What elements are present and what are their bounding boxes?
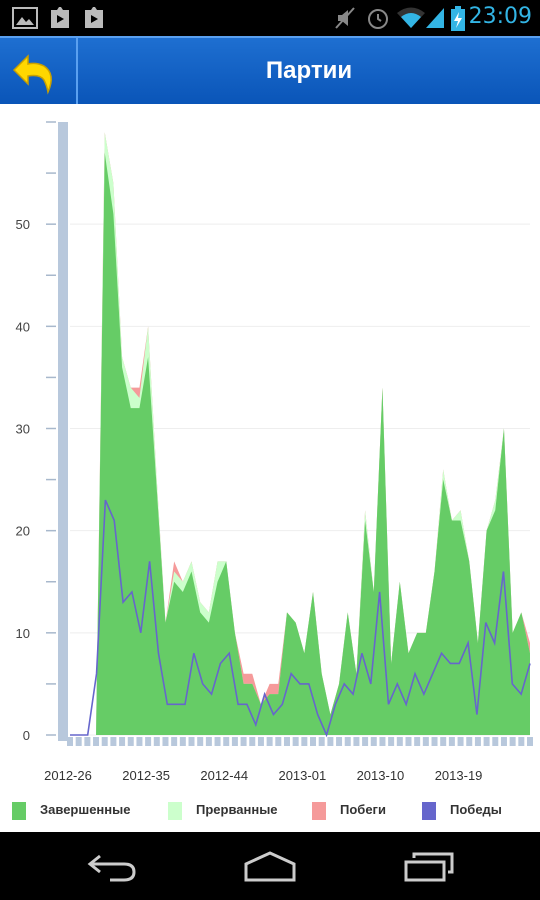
x-tick-mark xyxy=(301,737,308,746)
x-tick-label: 2012-26 xyxy=(44,768,92,783)
x-tick-mark xyxy=(440,737,447,746)
legend-label: Побеги xyxy=(340,802,386,817)
mute-icon xyxy=(335,7,355,29)
status-clock: 23:09 xyxy=(468,4,532,29)
x-tick-mark xyxy=(171,737,178,746)
x-tick-mark xyxy=(344,737,351,746)
wifi-icon xyxy=(397,7,425,28)
x-tick-mark xyxy=(214,737,221,746)
x-tick-mark xyxy=(162,737,169,746)
x-tick-mark xyxy=(405,737,412,746)
back-button[interactable] xyxy=(0,38,78,104)
title-bar: Партии xyxy=(0,36,540,104)
x-tick-mark xyxy=(500,737,507,746)
battery-charging-icon xyxy=(451,6,465,31)
y-tick-label: 10 xyxy=(16,626,30,641)
video-notification-icon xyxy=(51,7,69,28)
nav-back-icon[interactable] xyxy=(86,850,138,882)
x-tick-mark xyxy=(466,737,473,746)
x-tick-label: 2012-44 xyxy=(200,768,248,783)
x-tick-mark xyxy=(422,737,429,746)
legend-swatch xyxy=(12,802,26,820)
x-tick-mark xyxy=(119,737,126,746)
series-line-3 xyxy=(70,499,531,738)
gallery-notification-icon xyxy=(12,7,38,29)
signal-icon xyxy=(426,8,444,28)
x-tick-mark xyxy=(431,737,438,746)
x-tick-mark xyxy=(527,737,533,746)
x-tick-mark xyxy=(205,737,212,746)
back-arrow-icon xyxy=(12,54,52,95)
x-tick-mark xyxy=(84,737,91,746)
legend-swatch xyxy=(168,802,182,820)
x-tick-mark xyxy=(396,737,403,746)
x-tick-label: 2012-35 xyxy=(122,768,170,783)
x-tick-mark xyxy=(318,737,325,746)
x-tick-mark xyxy=(231,737,238,746)
chart-area: 0 10 20 30 40 50 2012-26 2012-35 2012-44 2013-01 2… xyxy=(0,104,540,832)
x-tick-mark xyxy=(327,737,334,746)
x-tick-mark xyxy=(483,737,490,746)
nav-home-icon[interactable] xyxy=(242,850,298,882)
y-axis-bar xyxy=(58,122,68,741)
x-tick-mark xyxy=(353,737,360,746)
x-tick-mark xyxy=(67,737,73,746)
x-tick-mark xyxy=(370,737,377,746)
x-tick-mark xyxy=(93,737,100,746)
legend-label: Победы xyxy=(450,802,502,817)
legend-swatch xyxy=(422,802,436,820)
x-tick-mark xyxy=(153,737,160,746)
x-tick-mark xyxy=(266,737,273,746)
alarm-icon xyxy=(368,9,388,29)
page-title: Партии xyxy=(265,57,353,84)
y-tick-label: 50 xyxy=(16,217,30,232)
x-tick-mark xyxy=(136,737,143,746)
x-tick-label: 2013-01 xyxy=(278,768,326,783)
y-tick-label: 30 xyxy=(16,422,30,437)
x-tick-mark xyxy=(457,737,464,746)
x-tick-mark xyxy=(145,737,152,746)
y-tick-label: 40 xyxy=(16,319,30,334)
x-tick-mark xyxy=(75,737,82,746)
x-tick-mark xyxy=(509,737,516,746)
x-tick-mark xyxy=(474,737,481,746)
chart-legend: Завершенные Прерванные Побеги Победы xyxy=(0,790,540,832)
legend-label: Завершенные xyxy=(40,802,131,817)
x-tick-mark xyxy=(362,737,369,746)
x-tick-mark xyxy=(179,737,186,746)
series-area-1 xyxy=(70,132,530,735)
x-tick-mark xyxy=(379,737,386,746)
x-tick-mark xyxy=(110,737,117,746)
games-chart: 0 10 20 30 40 50 2012-26 2012-35 2012-44 2013-01 2… xyxy=(16,121,533,783)
x-tick-mark xyxy=(223,737,230,746)
x-tick-mark xyxy=(388,737,395,746)
x-tick-mark xyxy=(336,737,343,746)
y-tick-label: 0 xyxy=(23,728,30,743)
x-tick-mark xyxy=(101,737,108,746)
x-tick-mark xyxy=(197,737,204,746)
legend-swatch xyxy=(312,802,326,820)
navigation-bar xyxy=(0,832,540,900)
x-tick-mark xyxy=(127,737,134,746)
nav-recent-apps-icon[interactable] xyxy=(402,850,458,882)
x-tick-mark xyxy=(240,737,247,746)
series-area-0 xyxy=(70,152,530,735)
x-tick-mark xyxy=(492,737,499,746)
status-bar: 23:09 xyxy=(0,0,540,36)
x-tick-mark xyxy=(275,737,282,746)
x-tick-mark xyxy=(518,737,525,746)
x-tick-mark xyxy=(188,737,195,746)
video-notification-icon-2 xyxy=(85,7,103,28)
y-tick-label: 20 xyxy=(16,524,30,539)
legend-label: Прерванные xyxy=(196,802,278,817)
x-tick-mark xyxy=(283,737,290,746)
x-tick-mark xyxy=(292,737,299,746)
x-tick-mark xyxy=(257,737,264,746)
x-tick-label: 2013-19 xyxy=(435,768,483,783)
x-tick-mark xyxy=(310,737,317,746)
x-tick-mark xyxy=(249,737,256,746)
x-tick-mark xyxy=(414,737,421,746)
x-tick-mark xyxy=(448,737,455,746)
x-tick-label: 2013-10 xyxy=(357,768,405,783)
